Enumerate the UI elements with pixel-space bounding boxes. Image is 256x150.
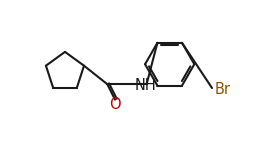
Text: Br: Br [214, 82, 230, 97]
Text: NH: NH [135, 78, 157, 93]
Text: O: O [109, 97, 121, 112]
